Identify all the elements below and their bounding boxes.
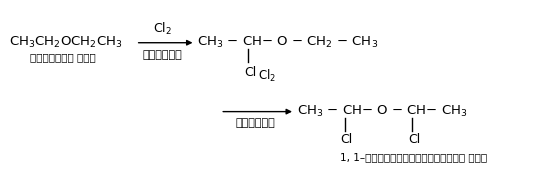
Text: Cl$_2$: Cl$_2$ — [153, 21, 172, 37]
Text: Cl: Cl — [408, 133, 421, 146]
Text: अंधेरा: अंधेरा — [143, 50, 183, 60]
Text: अंधेरा: अंधेरा — [235, 118, 275, 128]
Text: CH$_3$CH$_2$OCH$_2$CH$_3$: CH$_3$CH$_2$OCH$_2$CH$_3$ — [9, 35, 123, 50]
Text: 1, 1–डाइक्लोरोडाइएथिल ईथर: 1, 1–डाइक्लोरोडाइएथिल ईथर — [340, 152, 487, 162]
Text: Cl: Cl — [244, 66, 256, 79]
Text: Cl: Cl — [341, 133, 353, 146]
Text: डाइएथिल ईथर: डाइएथिल ईथर — [30, 52, 96, 62]
Text: CH$_3$ $-$ CH$-$ O $-$ CH$-$ CH$_3$: CH$_3$ $-$ CH$-$ O $-$ CH$-$ CH$_3$ — [297, 104, 467, 119]
Text: CH$_3$ $-$ CH$-$ O $-$ CH$_2$ $-$ CH$_3$: CH$_3$ $-$ CH$-$ O $-$ CH$_2$ $-$ CH$_3$ — [197, 35, 379, 50]
Text: Cl$_2$: Cl$_2$ — [258, 68, 276, 84]
